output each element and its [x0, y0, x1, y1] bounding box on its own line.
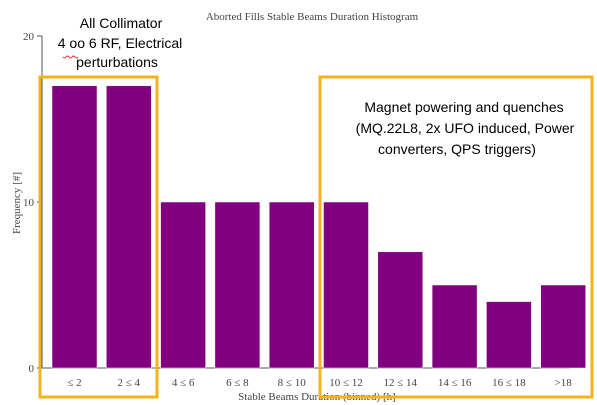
bar	[268, 201, 315, 369]
annotation-box-right	[318, 75, 594, 399]
annotation-collimator-rf: All Collimator 4 oo 6 RF, Electrical per…	[38, 15, 183, 399]
chart-title: Aborted Fills Stable Beams Duration Hist…	[206, 11, 419, 23]
annotation-box-left	[38, 75, 159, 399]
x-tick-label: >18	[555, 377, 573, 389]
annotation-left-line-2: 4 oo 6 RF, Electrical	[58, 35, 183, 51]
bar	[540, 284, 586, 369]
annotation-left-line-1: All Collimator	[80, 15, 163, 31]
bar	[486, 301, 532, 369]
bar	[214, 201, 261, 369]
spellcheck-squiggle	[62, 55, 79, 59]
bar	[51, 85, 98, 369]
x-tick-label: 4 ≤ 6	[172, 377, 195, 389]
annotation-right-line-2: (MQ.22L8, 2x UFO induced, Power	[356, 120, 575, 136]
x-tick-label: 6 ≤ 8	[226, 377, 249, 389]
x-tick-label: 12 ≤ 14	[384, 377, 418, 389]
bar	[160, 201, 206, 369]
bar	[106, 85, 152, 369]
bars	[51, 85, 586, 369]
y-tick-label: 0	[29, 363, 35, 375]
bar	[323, 201, 369, 369]
x-tick-label: 8 ≤ 10	[278, 377, 307, 389]
annotation-left-line-3: perturbations	[76, 54, 158, 70]
y-axis-label: Frequency [#]	[11, 172, 23, 234]
y-tick-label: 20	[23, 31, 35, 43]
x-tick-label: ≤ 2	[67, 377, 81, 389]
x-axis-label: Stable Beams Duration (binned) [h]	[238, 391, 396, 403]
bar	[431, 284, 478, 369]
annotation-right-line-1: Magnet powering and quenches	[364, 99, 563, 115]
annotation-right-line-3: converters, QPS triggers)	[378, 141, 536, 157]
y-tick-label: 10	[23, 197, 35, 209]
bar	[377, 251, 424, 369]
x-tick-label: 14 ≤ 16	[438, 377, 472, 389]
x-tick-label: 16 ≤ 18	[492, 377, 526, 389]
x-ticks: ≤ 2 2 ≤ 4 4 ≤ 6 6 ≤ 8 8 ≤ 10 10 ≤ 12 12 ≤ 14 14…	[67, 377, 572, 389]
x-tick-label: 10 ≤ 12	[329, 377, 363, 389]
annotation-magnet-powering: Magnet powering and quenches (MQ.22L8, 2…	[318, 75, 594, 399]
x-tick-label: 2 ≤ 4	[118, 377, 141, 389]
